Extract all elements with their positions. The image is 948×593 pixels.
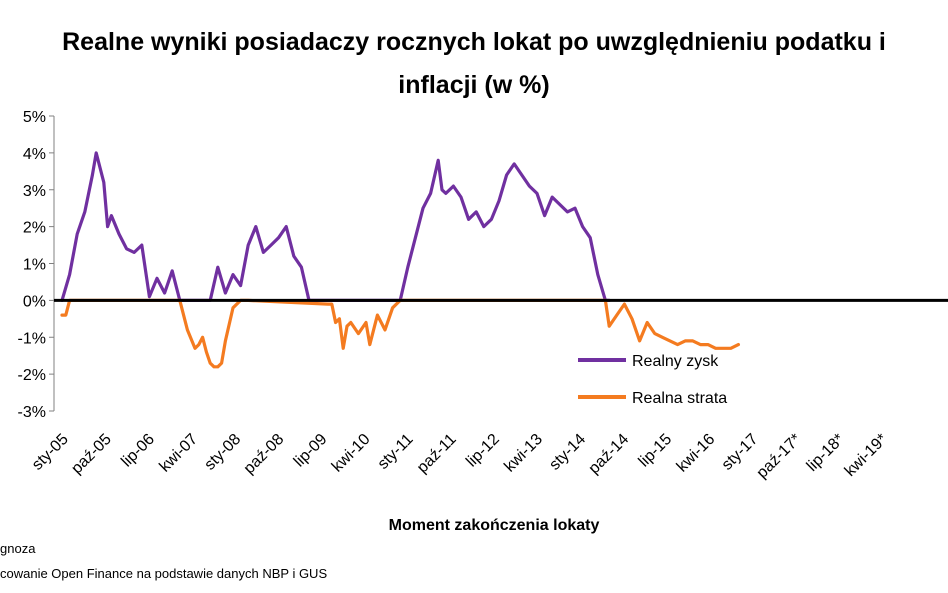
y-tick-label: 1% — [23, 257, 46, 274]
x-tick-label: kwi-19* — [842, 431, 891, 480]
y-tick-label: 2% — [23, 220, 46, 237]
x-tick-label: kwi-07 — [156, 431, 201, 476]
x-tick-label: kwi-16 — [674, 431, 719, 476]
y-tick-label: 0% — [23, 293, 46, 310]
legend: Realny zysk Realna strata — [578, 353, 727, 407]
legend-label-realny-zysk: Realny zysk — [632, 353, 719, 370]
y-tick-label: -1% — [18, 330, 46, 347]
x-tick-label: lip-15 — [636, 431, 676, 471]
footnote-forecast: gnoza — [0, 541, 36, 556]
y-axis: 5% 4% 3% 2% 1% 0% -1% -2% -3% — [18, 109, 55, 421]
series-layer — [54, 151, 948, 369]
x-tick-label: sty-11 — [375, 431, 417, 473]
x-tick-label: paź-11 — [414, 431, 460, 477]
x-tick-label: sty-08 — [201, 431, 244, 474]
y-tick-label: -3% — [18, 404, 46, 421]
chart-title-line-1: Realne wyniki posiadaczy rocznych lokat … — [62, 28, 886, 56]
series-line-realna-strata — [60, 298, 740, 369]
x-tick-label: paź-14 — [586, 431, 633, 478]
x-axis-label: Moment zakończenia lokaty — [389, 517, 600, 534]
x-tick-label: kwi-10 — [329, 431, 374, 476]
chart-title-line-2: inflacji (w %) — [398, 71, 549, 99]
x-tick-label: lip-06 — [118, 431, 158, 471]
legend-label-realna-strata: Realna strata — [632, 390, 727, 407]
x-tick-label: paź-17* — [754, 431, 805, 482]
footnote-source: cowanie Open Finance na podstawie danych… — [0, 566, 327, 581]
y-tick-label: -2% — [18, 367, 46, 384]
series-line-realny-zysk — [60, 151, 611, 302]
x-tick-label: lip-09 — [291, 431, 331, 471]
x-tick-label: paź-08 — [241, 431, 288, 478]
x-tick-label: sty-14 — [546, 431, 589, 474]
x-tick-label: sty-05 — [29, 431, 72, 474]
x-tick-label: kwi-13 — [501, 431, 546, 476]
y-tick-label: 4% — [23, 146, 46, 163]
y-tick-label: 3% — [23, 183, 46, 200]
x-tick-label: lip-12 — [463, 431, 503, 471]
y-tick-label: 5% — [23, 109, 46, 126]
x-tick-label: paź-05 — [68, 431, 115, 478]
